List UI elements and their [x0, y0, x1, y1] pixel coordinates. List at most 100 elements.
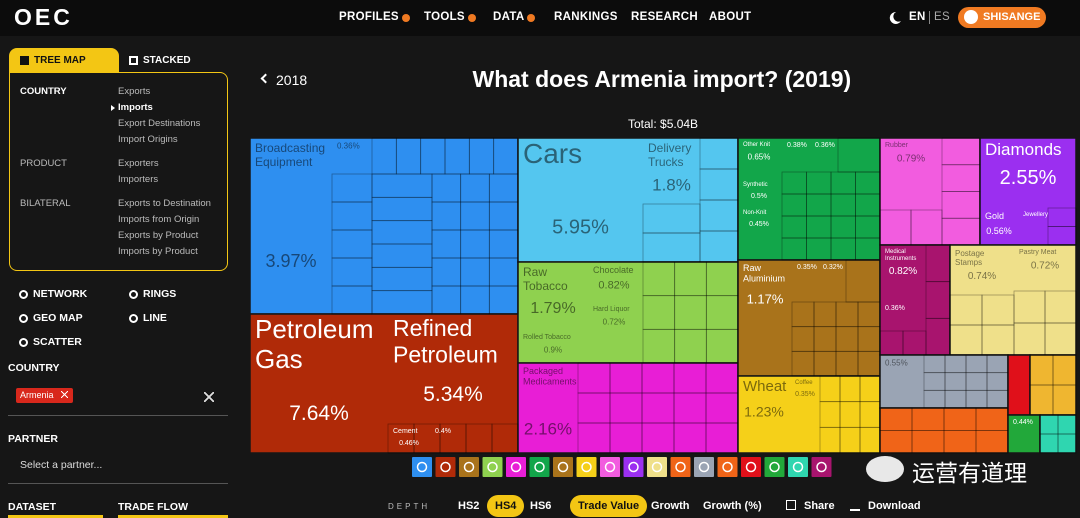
product-tile[interactable]: Delivery Trucks 1.8% [643, 138, 700, 204]
product-tile[interactable]: 0.36% [332, 138, 372, 174]
product-tile[interactable]: 0.4% [430, 424, 460, 453]
category-filter[interactable] [764, 457, 785, 477]
product-tile[interactable]: 0.38% [782, 138, 810, 172]
category-filter[interactable] [717, 457, 738, 477]
action[interactable]: Share [804, 500, 835, 512]
product-tile[interactable]: Raw Tobacco 1.79% [518, 262, 588, 330]
menu-item[interactable]: Exports [118, 86, 151, 97]
partner-select[interactable]: Select a partner... [20, 459, 103, 471]
menu-item[interactable]: Imports from Origin [118, 214, 200, 225]
product-tile[interactable]: 0.55% [880, 355, 924, 395]
product-tile[interactable]: Broadcasting Equipment 3.97% [250, 138, 332, 314]
country-tag[interactable] [16, 388, 73, 403]
nav-link[interactable]: PROFILES [339, 11, 399, 23]
user-button[interactable] [958, 7, 1046, 28]
product-tile[interactable]: Rolled Tobacco 0.9% [518, 330, 588, 363]
nav-link[interactable]: TOOLS [424, 11, 465, 23]
product-tile[interactable]: Packaged Medicaments 2.16% [518, 363, 578, 453]
menu-item[interactable]: Imports [118, 102, 153, 113]
menu-item[interactable]: Exports by Product [118, 230, 199, 241]
measure-option[interactable]: Trade Value [570, 495, 648, 517]
category-filter[interactable] [529, 457, 550, 477]
product-tile[interactable]: 0.35% [792, 260, 818, 302]
tab-label[interactable]: TREE MAP [34, 55, 86, 66]
clear-button[interactable] [204, 392, 214, 402]
product-cell [465, 423, 493, 454]
product-tile[interactable]: Cars 5.95% [518, 138, 643, 262]
category-filter[interactable] [412, 457, 432, 477]
category-filter[interactable] [459, 457, 479, 477]
product-tile[interactable]: Other Knit 0.65% [738, 138, 780, 180]
product-tile[interactable]: Refined Petroleum 5.34% [388, 314, 518, 424]
menu-item[interactable]: Export Destinations [118, 118, 201, 129]
category-filter[interactable] [811, 457, 832, 477]
product-tile[interactable]: Gold 0.56% [980, 208, 1018, 245]
category-icon [510, 461, 522, 473]
product-tile[interactable]: 0.32% [818, 260, 846, 302]
menu-item[interactable]: Exports to Destination [118, 198, 211, 209]
chart-link[interactable]: GEO MAP [33, 312, 83, 324]
product-tile[interactable]: Diamonds 2.55% [980, 138, 1076, 208]
product-cell [925, 317, 951, 356]
tile-name: Wheat [743, 378, 787, 395]
chart-link[interactable]: SCATTER [33, 336, 82, 348]
moon-icon[interactable] [886, 10, 902, 26]
action[interactable]: Download [868, 500, 921, 512]
tile-name: Chocolate [593, 265, 634, 275]
nav-link[interactable]: ABOUT [709, 11, 752, 23]
category-filter[interactable] [647, 457, 667, 477]
product-tile[interactable]: Pastry Meat 0.72% [1014, 245, 1076, 291]
product-tile[interactable]: Non-Knit 0.45% [738, 206, 780, 236]
product-cell [943, 407, 977, 431]
product-group [879, 244, 951, 356]
category-filter[interactable] [506, 457, 526, 477]
product-tile[interactable]: Raw Aluminium 1.17% [738, 260, 792, 376]
product-tile[interactable]: Chocolate 0.82% [588, 262, 640, 302]
tag-remove[interactable] [61, 391, 68, 398]
product-tile[interactable]: Medical Instruments 0.82% [880, 245, 926, 301]
menu-item[interactable]: Importers [118, 174, 159, 185]
back-year[interactable]: 2018 [276, 72, 308, 88]
category-filter[interactable] [576, 457, 597, 477]
product-tile[interactable]: 0.36% [880, 301, 920, 331]
depth-option[interactable]: HS6 [530, 500, 552, 512]
product-tile[interactable]: Petroleum Gas 7.64% [250, 314, 388, 453]
lang-en[interactable]: EN [909, 11, 926, 23]
nav-link[interactable]: RANKINGS [554, 11, 618, 23]
product-tile[interactable]: Coffee 0.35% [790, 376, 820, 408]
user-name[interactable]: SHISANGE [983, 11, 1041, 23]
nav-link[interactable]: DATA [493, 11, 525, 23]
category-filter[interactable] [482, 457, 503, 477]
chart-link[interactable]: NETWORK [33, 288, 88, 300]
logo[interactable]: OEC [14, 4, 73, 30]
category-filter[interactable] [694, 457, 714, 477]
product-tile[interactable]: Postage Stamps 0.74% [950, 245, 1014, 295]
product-tile[interactable]: Wheat 1.23% [738, 376, 790, 436]
category-filter[interactable] [788, 457, 808, 477]
category-filter[interactable] [600, 457, 620, 477]
product-tile[interactable]: 0.44% [1008, 415, 1040, 453]
lang-es[interactable]: ES [934, 11, 950, 23]
product-tile[interactable]: Synthetic 0.5% [738, 178, 780, 206]
nav-link[interactable]: RESEARCH [631, 11, 698, 23]
product-tile[interactable]: Jewellery [1018, 208, 1048, 245]
category-filter[interactable] [623, 457, 644, 477]
product-tile[interactable]: 0.36% [810, 138, 838, 172]
depth-option[interactable]: HS4 [487, 495, 525, 517]
tab-label[interactable]: STACKED [143, 55, 191, 66]
category-filter[interactable] [435, 457, 456, 477]
category-filter[interactable] [553, 457, 573, 477]
category-filter[interactable] [741, 457, 761, 477]
depth-option[interactable]: HS2 [458, 500, 480, 512]
measure-option[interactable]: Growth [651, 500, 690, 512]
menu-item[interactable]: Imports by Product [118, 246, 198, 257]
product-tile[interactable]: Rubber 0.79% [880, 138, 942, 210]
measure-option[interactable]: Growth (%) [703, 500, 762, 512]
menu-item[interactable]: Import Origins [118, 134, 178, 145]
chart-link[interactable]: RINGS [143, 288, 177, 300]
category-filter[interactable] [670, 457, 691, 477]
chart-link[interactable]: LINE [143, 312, 167, 324]
menu-item[interactable]: Exporters [118, 158, 159, 169]
product-tile[interactable]: Cement 0.46% [388, 424, 430, 453]
product-tile[interactable]: Hard Liquor 0.72% [588, 302, 640, 334]
